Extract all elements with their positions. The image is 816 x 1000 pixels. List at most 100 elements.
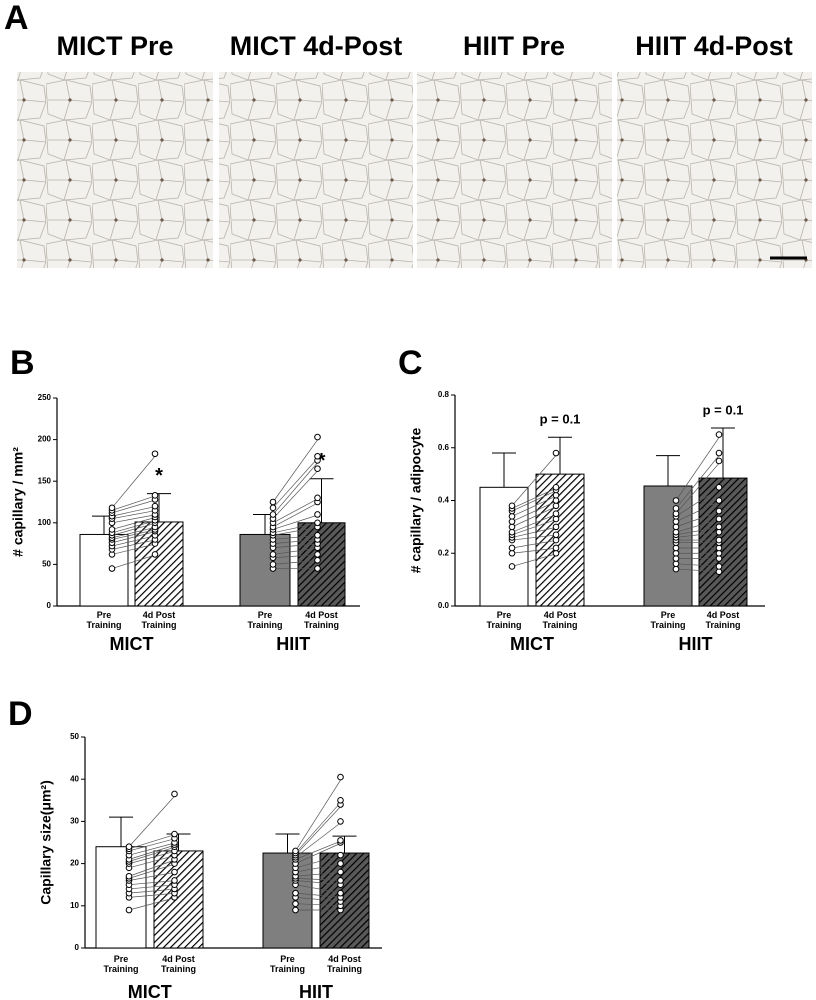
data-point [715,563,723,570]
data-point [269,561,277,568]
pair-line [111,505,158,517]
y-tick-label: 30 [70,817,79,826]
pair-line [111,543,158,555]
panel-label: A [4,0,29,37]
data-point [314,565,321,572]
category-label: Pre Training [103,954,138,974]
pair-line [511,494,559,517]
pair-line [295,878,343,881]
data-point [314,531,321,539]
data-point [337,818,344,825]
bar [643,485,693,607]
pair-line [111,514,158,524]
data-point [552,531,560,539]
pair-line [295,903,343,907]
data-point [672,555,680,562]
pair-line [675,452,722,509]
pair-line [511,526,559,538]
data-point [552,544,560,552]
pair-line [295,880,343,886]
pair-line [128,842,177,856]
y-tick-label: 0.4 [438,496,450,505]
y-axis-label: # capillary / mm² [10,447,26,557]
pair-line [511,552,559,567]
data-point [171,830,178,838]
image-title: MICT Pre [56,31,173,61]
data-point [552,491,560,499]
category-label: 4d Post Training [161,954,196,974]
y-tick-label: 0.2 [438,548,450,557]
pair-line [128,833,177,850]
data-point [125,872,133,880]
error-bar [548,436,572,475]
data-point [552,510,560,517]
pair-line [272,526,320,536]
pair-line [272,534,320,540]
pair-line [675,510,722,528]
pair-line [111,530,158,544]
pair-line [511,539,559,549]
pair-line [128,850,177,864]
pair-line [295,804,343,856]
group-label: HIIT [276,634,310,654]
pair-line [272,436,320,503]
y-tick-label: 20 [70,859,79,868]
bar [698,477,748,607]
pair-line [272,456,320,509]
data-point [125,906,133,914]
data-point [715,484,723,491]
y-tick-label: 50 [42,560,51,569]
y-tick-label: 10 [70,901,79,910]
data-point [672,549,680,557]
pair-line [128,871,177,881]
data-point [552,549,560,557]
data-point [715,523,723,531]
category-text: Pre Training [650,610,686,630]
y-tick-label: 0.6 [438,443,450,452]
data-point [508,502,516,510]
error-bar [711,427,735,479]
pair-line [128,846,177,862]
pair-line [128,892,177,898]
pair-line [272,539,320,544]
data-point [314,465,321,473]
group-label: MICT [510,634,554,654]
data-point [552,497,560,504]
data-point [672,565,680,573]
pair-line [272,554,320,559]
data-point [151,492,159,499]
bar [239,533,291,607]
image-title: HIIT Pre [463,31,565,61]
micrograph [417,72,612,268]
pair-line [111,539,158,550]
pair-line [272,547,320,555]
data-point [337,877,344,884]
data-point [508,563,516,570]
data-point [672,560,680,568]
data-point [552,449,560,457]
data-point [715,449,723,457]
image-title: MICT 4d-Post [230,31,403,61]
error-bar [109,816,133,847]
pair-line [128,793,177,847]
data-point [508,523,516,531]
data-point [672,497,680,504]
y-tick-label: 150 [38,476,52,485]
pair-line [128,863,177,879]
group-label: MICT [110,634,154,654]
error-bar [332,835,357,854]
data-point [269,498,277,506]
bar [262,852,313,949]
data-point [171,868,178,876]
pair-line [675,568,722,573]
data-point [171,790,178,798]
category-text: 4d Post Training [705,610,741,630]
pair-line [128,854,177,869]
data-point [171,877,178,884]
bar [79,533,129,607]
pair-line [511,518,559,536]
data-point [508,513,516,520]
pair-line [272,497,320,524]
data-point [552,515,560,523]
